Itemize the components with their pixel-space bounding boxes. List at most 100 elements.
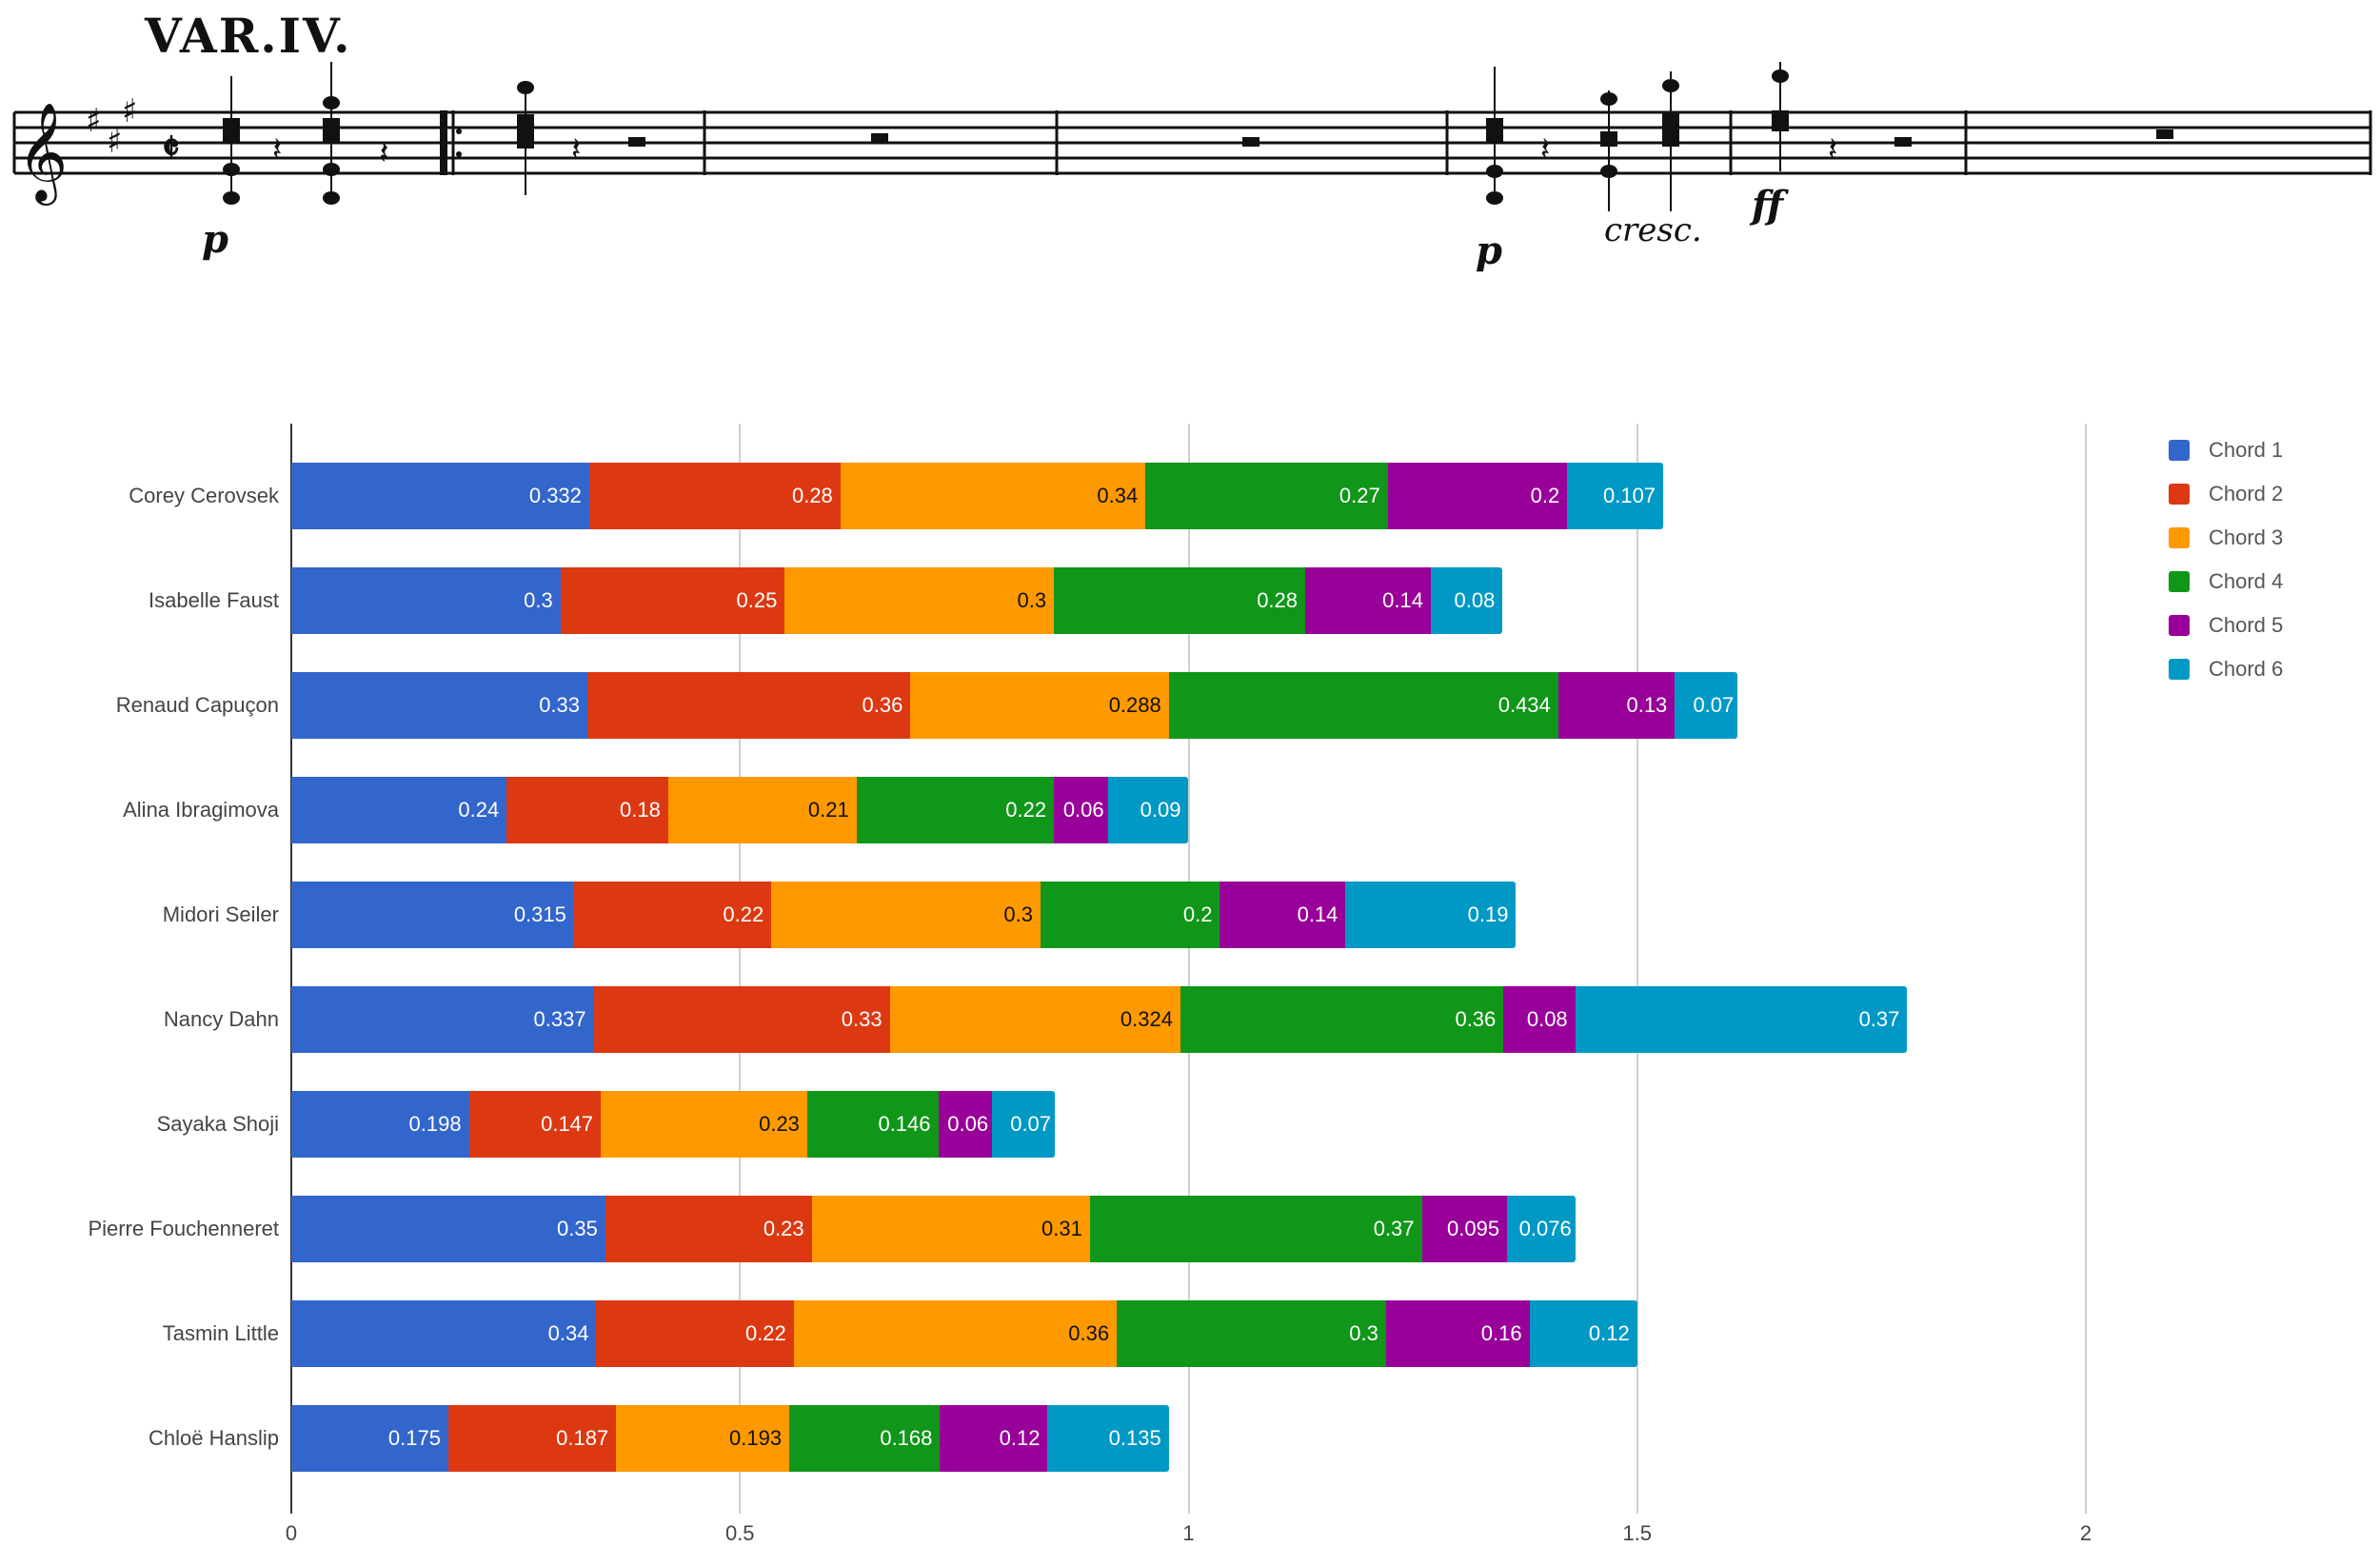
bar-segment[interactable]: 0.08 bbox=[1430, 567, 1503, 634]
bar-segment[interactable]: 0.31 bbox=[811, 1196, 1090, 1262]
bar-segment[interactable]: 0.076 bbox=[1507, 1196, 1576, 1262]
legend-label: Chord 5 bbox=[2209, 613, 2284, 637]
bar-segment[interactable]: 0.3 bbox=[784, 567, 1055, 634]
bar-segment[interactable]: 0.095 bbox=[1421, 1196, 1508, 1262]
bar-segment[interactable]: 0.434 bbox=[1168, 672, 1558, 739]
bar-segment[interactable]: 0.34 bbox=[840, 463, 1146, 529]
bar-segment[interactable]: 0.168 bbox=[789, 1405, 941, 1472]
bar-segment[interactable]: 0.315 bbox=[291, 882, 574, 948]
bar-segment[interactable]: 0.06 bbox=[1054, 777, 1108, 843]
bar-segment[interactable]: 0.06 bbox=[938, 1091, 993, 1158]
category-label: Chloë Hanslip bbox=[149, 1426, 279, 1450]
bar-segment[interactable]: 0.175 bbox=[291, 1405, 448, 1472]
data-label: 0.3 bbox=[1349, 1321, 1378, 1345]
bar-segment[interactable]: 0.23 bbox=[605, 1196, 812, 1262]
legend-item[interactable]: Chord 2 bbox=[2169, 472, 2283, 516]
bar-segment[interactable]: 0.28 bbox=[588, 463, 841, 529]
bar-segment[interactable]: 0.35 bbox=[291, 1196, 605, 1262]
stacked-bar[interactable]: 0.315 0.22 0.3 0.2 0.14 0.19 bbox=[291, 882, 1517, 948]
legend-item[interactable]: Chord 4 bbox=[2169, 560, 2283, 604]
bar-segment[interactable]: 0.08 bbox=[1503, 986, 1576, 1053]
bar-segment[interactable]: 0.36 bbox=[587, 672, 911, 739]
bar-segment[interactable]: 0.09 bbox=[1107, 777, 1189, 843]
data-label: 0.107 bbox=[1602, 484, 1656, 507]
bar-segment[interactable]: 0.12 bbox=[940, 1405, 1048, 1472]
bar-segment[interactable]: 0.24 bbox=[291, 777, 507, 843]
bar-segment[interactable]: 0.3 bbox=[1117, 1300, 1386, 1367]
bar-segment[interactable]: 0.16 bbox=[1385, 1300, 1530, 1367]
legend-item[interactable]: Chord 5 bbox=[2169, 604, 2283, 647]
bar-segment[interactable]: 0.33 bbox=[291, 672, 588, 739]
bar-segment[interactable]: 0.135 bbox=[1047, 1405, 1169, 1472]
legend-swatch-icon bbox=[2169, 440, 2190, 461]
data-label: 0.21 bbox=[807, 798, 849, 822]
bar-segment[interactable]: 0.37 bbox=[1575, 986, 1908, 1053]
stacked-bar[interactable]: 0.34 0.22 0.36 0.3 0.16 0.12 bbox=[291, 1300, 1637, 1367]
variation-title: VAR.IV. bbox=[145, 8, 352, 64]
bar-segment[interactable]: 0.13 bbox=[1557, 672, 1676, 739]
stacked-bar[interactable]: 0.24 0.18 0.21 0.22 0.06 0.09 bbox=[291, 777, 1189, 843]
data-label: 0.2 bbox=[1530, 484, 1560, 507]
bar-segment[interactable]: 0.107 bbox=[1567, 463, 1664, 529]
stacked-bar[interactable]: 0.33 0.36 0.288 0.434 0.13 0.07 bbox=[291, 672, 1738, 739]
data-label: 0.3 bbox=[1017, 588, 1047, 612]
bar-segment[interactable]: 0.3 bbox=[771, 882, 1041, 948]
staff-notation: 𝄞 ♯ ♯ ♯ 𝄵 𝄽 𝄽 𝄽 𝄽 𝄽 bbox=[12, 62, 2372, 211]
bar-segment[interactable]: 0.36 bbox=[1180, 986, 1504, 1053]
bar-segment[interactable]: 0.332 bbox=[291, 463, 589, 529]
bar-segment[interactable]: 0.14 bbox=[1305, 567, 1431, 634]
bar-segment[interactable]: 0.337 bbox=[291, 986, 594, 1053]
legend-swatch-icon bbox=[2169, 527, 2190, 548]
bar-segment[interactable]: 0.28 bbox=[1054, 567, 1306, 634]
bar-segment[interactable]: 0.22 bbox=[573, 882, 772, 948]
bar-segment[interactable]: 0.22 bbox=[596, 1300, 794, 1367]
stacked-bar[interactable]: 0.332 0.28 0.34 0.27 0.2 0.107 bbox=[291, 463, 1664, 529]
bar-segment[interactable]: 0.2 bbox=[1040, 882, 1220, 948]
data-label: 0.28 bbox=[791, 484, 833, 507]
stacked-bar[interactable]: 0.337 0.33 0.324 0.36 0.08 0.37 bbox=[291, 986, 1908, 1053]
bar-segment[interactable]: 0.25 bbox=[560, 567, 785, 634]
legend-item[interactable]: Chord 3 bbox=[2169, 516, 2283, 560]
bar-segment[interactable]: 0.36 bbox=[793, 1300, 1118, 1367]
data-label: 0.14 bbox=[1297, 902, 1339, 926]
bar-segment[interactable]: 0.198 bbox=[291, 1091, 469, 1158]
legend-item[interactable]: Chord 1 bbox=[2169, 428, 2283, 472]
dynamic-marking: p bbox=[202, 217, 228, 262]
data-label: 0.315 bbox=[513, 902, 566, 926]
bar-segment[interactable]: 0.12 bbox=[1529, 1300, 1637, 1367]
bar-segment[interactable]: 0.288 bbox=[910, 672, 1169, 739]
bar-segment[interactable]: 0.14 bbox=[1220, 882, 1346, 948]
bar-segment[interactable]: 0.324 bbox=[889, 986, 1180, 1053]
legend-swatch-icon bbox=[2169, 484, 2190, 505]
bar-segment[interactable]: 0.2 bbox=[1387, 463, 1568, 529]
data-label: 0.08 bbox=[1454, 588, 1496, 612]
data-label: 0.19 bbox=[1467, 902, 1509, 926]
bar-segment[interactable]: 0.34 bbox=[291, 1300, 597, 1367]
data-label: 0.07 bbox=[1693, 693, 1735, 717]
bar-segment[interactable]: 0.19 bbox=[1345, 882, 1517, 948]
data-label: 0.07 bbox=[1010, 1112, 1052, 1136]
stacked-bar[interactable]: 0.175 0.187 0.193 0.168 0.12 0.135 bbox=[291, 1405, 1169, 1472]
category-label: Renaud Capuçon bbox=[115, 693, 279, 717]
data-label: 0.33 bbox=[539, 693, 581, 717]
stacked-bar[interactable]: 0.198 0.147 0.23 0.146 0.06 0.07 bbox=[291, 1091, 1056, 1158]
bar-segment[interactable]: 0.21 bbox=[667, 777, 857, 843]
bar-segment[interactable]: 0.18 bbox=[506, 777, 668, 843]
stacked-bar[interactable]: 0.35 0.23 0.31 0.37 0.095 0.076 bbox=[291, 1196, 1576, 1262]
bar-segment[interactable]: 0.27 bbox=[1145, 463, 1388, 529]
stacked-bar[interactable]: 0.3 0.25 0.3 0.28 0.14 0.08 bbox=[291, 567, 1503, 634]
bar-segment[interactable]: 0.187 bbox=[447, 1405, 617, 1472]
bar-segment[interactable]: 0.23 bbox=[601, 1091, 807, 1158]
bar-segment[interactable]: 0.07 bbox=[1675, 672, 1738, 739]
bar-segment[interactable]: 0.07 bbox=[992, 1091, 1056, 1158]
bar-segment[interactable]: 0.3 bbox=[291, 567, 561, 634]
bar-segment[interactable]: 0.37 bbox=[1089, 1196, 1422, 1262]
bar-segment[interactable]: 0.33 bbox=[593, 986, 890, 1053]
gridline bbox=[1187, 424, 1190, 1514]
bar-segment[interactable]: 0.193 bbox=[616, 1405, 790, 1472]
legend-item[interactable]: Chord 6 bbox=[2169, 647, 2283, 691]
bar-segment[interactable]: 0.22 bbox=[856, 777, 1055, 843]
bar-segment[interactable]: 0.146 bbox=[806, 1091, 939, 1158]
bar-segment[interactable]: 0.147 bbox=[468, 1091, 602, 1158]
data-label: 0.08 bbox=[1526, 1007, 1568, 1031]
